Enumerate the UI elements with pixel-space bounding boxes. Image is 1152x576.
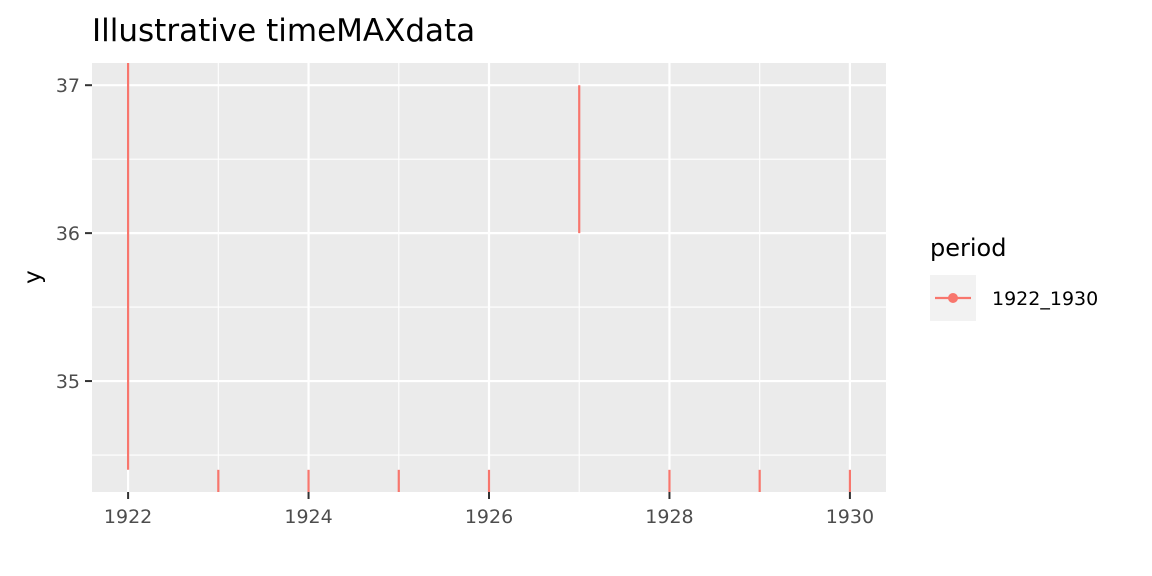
legend-label: 1922_1930	[992, 288, 1098, 310]
y-tick-label: 37	[56, 75, 80, 97]
y-tick-label: 36	[56, 223, 80, 245]
legend-title: period	[930, 234, 1006, 262]
chart-title: Illustrative timeMAXdata	[92, 13, 475, 49]
x-tick-label: 1924	[284, 506, 332, 528]
x-tick-label: 1928	[645, 506, 693, 528]
axes: 1922 1924 1926 1928 1930 35 36 37	[56, 75, 874, 528]
data-marks	[126, 63, 852, 492]
y-tick-label: 35	[56, 371, 80, 393]
legend-key-point	[948, 293, 958, 303]
x-tick-label: 1922	[104, 506, 152, 528]
legend: period 1922_1930	[930, 234, 1098, 321]
x-tick-label: 1930	[826, 506, 874, 528]
y-axis-title: y	[20, 270, 46, 284]
x-tick-label: 1926	[465, 506, 513, 528]
